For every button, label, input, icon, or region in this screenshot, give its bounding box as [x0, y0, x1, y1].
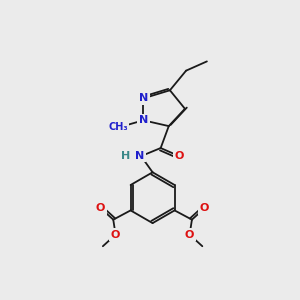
Text: CH₃: CH₃ — [108, 122, 128, 132]
Text: O: O — [200, 203, 209, 213]
Text: O: O — [175, 151, 184, 161]
Text: O: O — [96, 203, 105, 213]
Text: N: N — [135, 151, 145, 161]
Text: N: N — [139, 115, 148, 125]
Text: O: O — [111, 230, 120, 240]
Text: N: N — [139, 93, 148, 103]
Text: H: H — [122, 151, 131, 161]
Text: O: O — [185, 230, 194, 240]
